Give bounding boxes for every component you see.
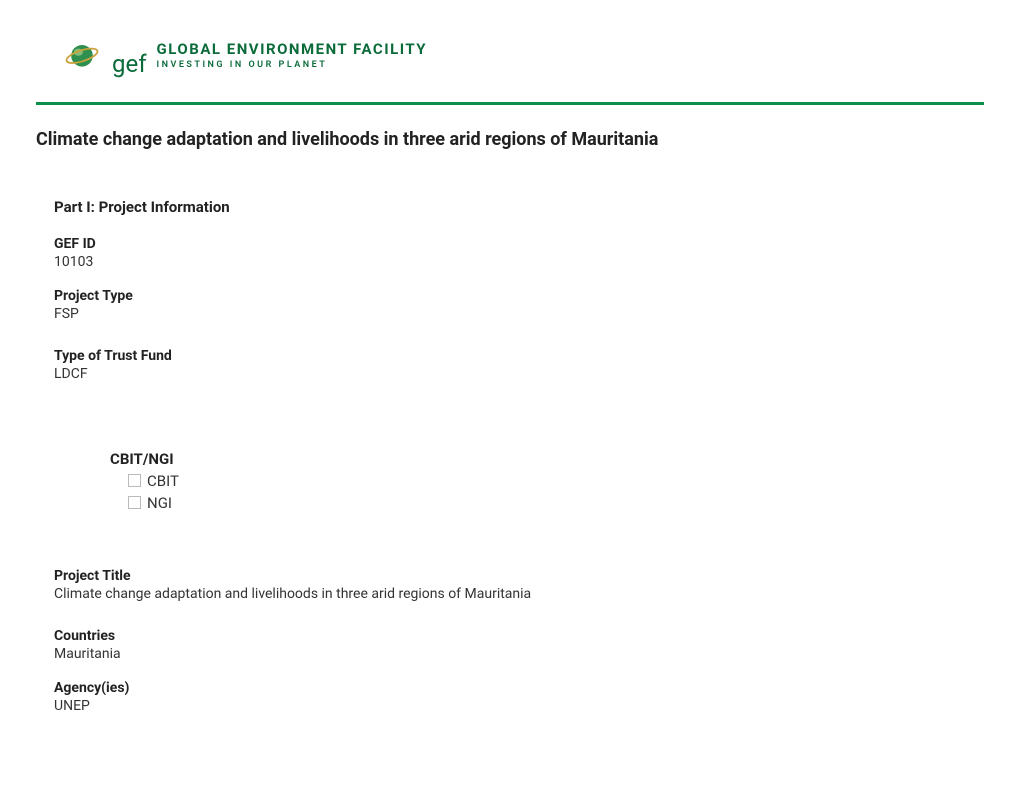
field-agencies: Agency(ies) UNEP — [54, 680, 984, 714]
field-value-gef-id: 10103 — [54, 254, 984, 270]
checkbox-label-ngi: NGI — [147, 494, 172, 512]
field-label-agencies: Agency(ies) — [54, 680, 984, 696]
field-value-project-type: FSP — [54, 306, 984, 322]
gef-globe-icon — [64, 36, 100, 72]
cbit-ngi-block: CBIT/NGI CBIT NGI — [54, 450, 984, 512]
checkbox-cbit[interactable] — [128, 474, 141, 487]
field-value-countries: Mauritania — [54, 646, 984, 662]
field-project-title: Project Title Climate change adaptation … — [54, 568, 984, 602]
checkbox-row-ngi: NGI — [110, 494, 984, 512]
header-divider — [36, 102, 984, 105]
field-label-project-type: Project Type — [54, 288, 984, 304]
checkbox-label-cbit: CBIT — [147, 472, 179, 490]
field-value-trust-fund: LDCF — [54, 366, 984, 382]
field-countries: Countries Mauritania — [54, 628, 984, 662]
logo-title-text: GLOBAL ENVIRONMENT FACILITY — [157, 40, 428, 58]
section-heading: Part I: Project Information — [54, 198, 984, 216]
field-value-project-title: Climate change adaptation and livelihood… — [54, 586, 984, 602]
checkbox-ngi[interactable] — [128, 496, 141, 509]
cbit-ngi-heading: CBIT/NGI — [110, 450, 984, 468]
field-trust-fund: Type of Trust Fund LDCF — [54, 348, 984, 382]
logo-block: gef GLOBAL ENVIRONMENT FACILITY INVESTIN… — [36, 36, 984, 72]
page-title: Climate change adaptation and livelihood… — [36, 129, 984, 150]
field-label-countries: Countries — [54, 628, 984, 644]
field-label-trust-fund: Type of Trust Fund — [54, 348, 984, 364]
field-project-type: Project Type FSP — [54, 288, 984, 322]
logo-gef-text: gef — [112, 52, 147, 76]
field-label-gef-id: GEF ID — [54, 236, 984, 252]
field-value-agencies: UNEP — [54, 698, 984, 714]
field-label-project-title: Project Title — [54, 568, 984, 584]
content-region: Part I: Project Information GEF ID 10103… — [36, 198, 984, 714]
field-gef-id: GEF ID 10103 — [54, 236, 984, 270]
checkbox-row-cbit: CBIT — [110, 472, 984, 490]
logo-subtitle-text: INVESTING IN OUR PLANET — [157, 60, 428, 70]
